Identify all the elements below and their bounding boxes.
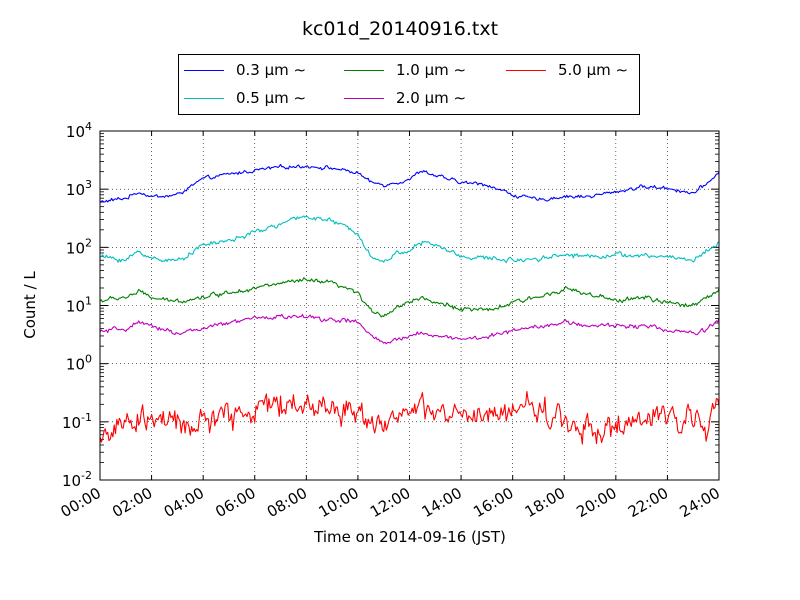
x-tick-label: 14:00 <box>419 484 465 521</box>
x-tick-label: 22:00 <box>625 484 671 521</box>
series-line-4 <box>99 390 720 445</box>
x-tick-label: 18:00 <box>522 484 568 521</box>
legend-swatch <box>184 97 224 99</box>
series-line-3 <box>99 313 720 345</box>
y-tick-label: 101 <box>66 295 92 316</box>
plot-frame <box>99 130 720 481</box>
y-tick-label: 10-1 <box>62 411 92 432</box>
x-tick-label: 12:00 <box>367 484 413 521</box>
series-line-0 <box>99 163 720 203</box>
legend-label: 0.5 μm ∼ <box>236 89 307 107</box>
legend-item-5-0um: 5.0 μm ∼ <box>506 61 628 79</box>
legend-item-2-0um: 2.0 μm ∼ <box>344 89 466 107</box>
x-tick-label: 20:00 <box>573 484 619 521</box>
y-axis-label: Count / L <box>21 271 39 339</box>
x-tick-label: 10:00 <box>315 484 361 521</box>
y-tick-label: 103 <box>66 178 92 199</box>
legend-swatch <box>506 69 546 71</box>
x-tick-label: 08:00 <box>264 484 310 521</box>
legend-swatch <box>344 69 384 71</box>
x-axis-label: Time on 2014-09-16 (JST) <box>314 528 506 546</box>
x-tick-label: 02:00 <box>109 484 155 521</box>
legend-item-0-3um: 0.3 μm ∼ <box>184 61 306 79</box>
x-tick-label: 04:00 <box>161 484 207 521</box>
legend-item-0-5um: 0.5 μm ∼ <box>184 89 306 107</box>
legend-label: 5.0 μm ∼ <box>558 61 629 79</box>
legend-label: 1.0 μm ∼ <box>396 61 467 79</box>
y-tick-label: 104 <box>66 120 92 141</box>
x-tick-label: 16:00 <box>470 484 516 521</box>
x-tick-label: 06:00 <box>212 484 258 521</box>
y-tick-label: 102 <box>66 236 92 257</box>
legend-item-1-0um: 1.0 μm ∼ <box>344 61 466 79</box>
series-line-1 <box>99 215 720 264</box>
y-tick-label: 10-2 <box>62 469 92 490</box>
chart-title: kc01d_20140916.txt <box>301 18 499 40</box>
legend-label: 2.0 μm ∼ <box>396 89 467 107</box>
legend-label: 0.3 μm ∼ <box>236 61 307 79</box>
legend: 0.3 μm ∼ 1.0 μm ∼ 5.0 μm ∼ 0.5 μm ∼ 2.0 … <box>178 54 640 115</box>
legend-swatch <box>184 69 224 71</box>
y-tick-label: 100 <box>66 353 92 374</box>
legend-swatch <box>344 97 384 99</box>
x-tick-label: 24:00 <box>677 484 723 521</box>
series-line-2 <box>99 277 720 318</box>
